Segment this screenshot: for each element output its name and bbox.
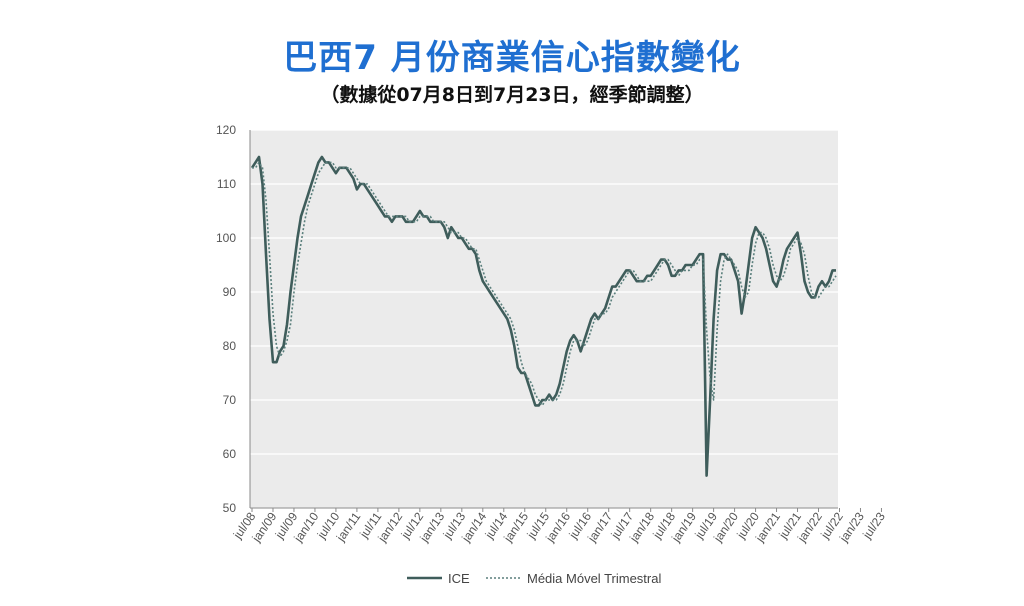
y-tick-label: 50 (223, 501, 237, 515)
legend-label-moving-average: Média Móvel Trimestral (527, 571, 661, 586)
series-lines (250, 155, 837, 477)
y-tick-label: 80 (223, 339, 237, 353)
chart-subtitle: （數據從07月8日到7月23日，經季節調整） (320, 84, 704, 106)
y-tick-label: 60 (223, 447, 237, 461)
y-tick-label: 120 (216, 123, 236, 137)
legend-label-ice: ICE (448, 571, 470, 586)
y-tick-label: 100 (216, 231, 236, 245)
legend: ICE Média Móvel Trimestral (407, 571, 661, 586)
y-tick-label: 70 (223, 393, 237, 407)
series-line-ice (250, 155, 836, 477)
y-tick-label: 110 (217, 177, 236, 191)
chart-title: 巴西7 月份商業信心指數變化 (283, 38, 741, 78)
y-tick-label: 90 (223, 285, 237, 299)
plot-area (250, 130, 838, 508)
x-tick-label: jul/23 (859, 509, 888, 542)
plot-background (250, 130, 838, 508)
